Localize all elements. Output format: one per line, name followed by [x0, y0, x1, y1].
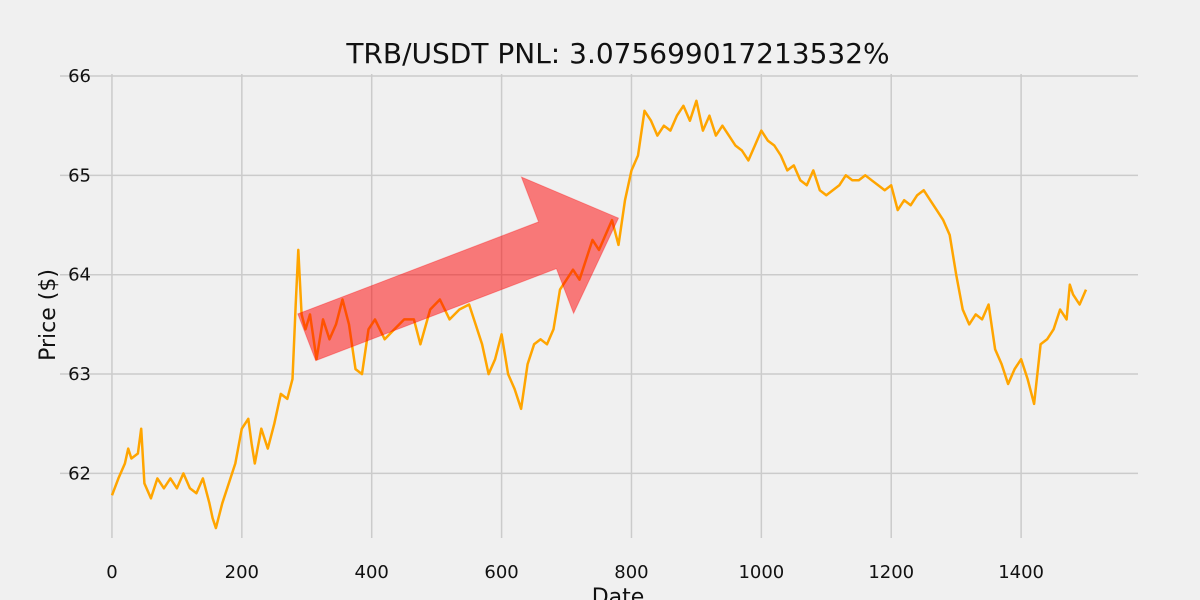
x-tick-label: 400	[355, 562, 389, 583]
y-tick-label: 65	[68, 165, 91, 186]
x-tick-label: 800	[614, 562, 648, 583]
y-axis-label: Price ($)	[36, 269, 61, 361]
trend-arrow	[297, 176, 620, 362]
x-tick-label: 0	[106, 562, 117, 583]
x-axis-label: Date	[592, 585, 645, 600]
y-tick-label: 63	[68, 364, 91, 385]
line-layer	[110, 99, 1088, 530]
x-tick-label: 1400	[998, 562, 1044, 583]
chart-title: TRB/USDT PNL: 3.075699017213532%	[345, 37, 889, 70]
y-tick-label: 66	[68, 66, 91, 87]
price-series-line	[110, 99, 1088, 530]
x-tick-label: 1200	[868, 562, 914, 583]
y-tick-label: 64	[68, 265, 91, 286]
x-tick-label: 600	[484, 562, 518, 583]
x-tick-label: 200	[225, 562, 259, 583]
y-tick-label: 62	[68, 463, 91, 484]
annotation-layer	[297, 176, 620, 362]
grid-layer	[60, 74, 1138, 538]
tick-layer: 0 200 400 600 800 1000 1200 1400 62 63 64 65 66	[68, 66, 1044, 583]
x-tick-label: 1000	[738, 562, 784, 583]
